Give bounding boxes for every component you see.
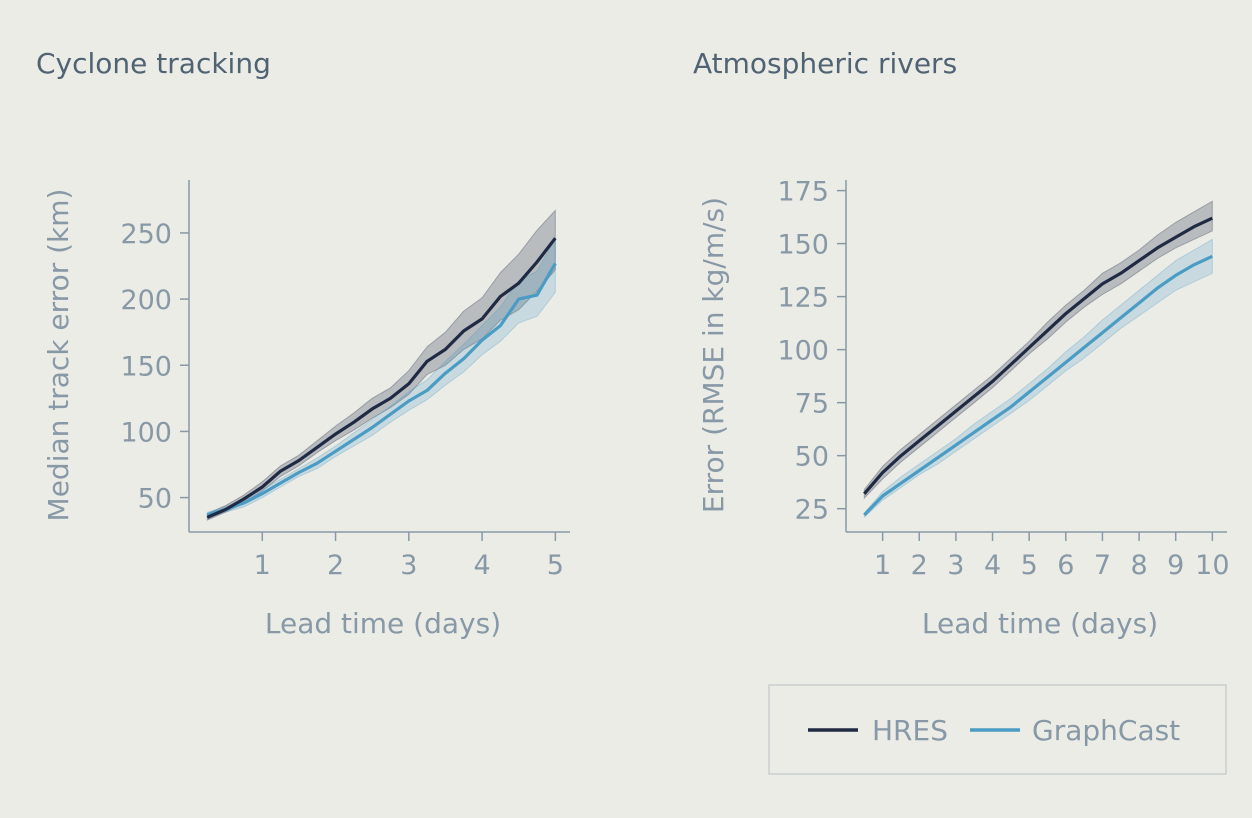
- atmospheric-x-tick-label: 1: [874, 550, 891, 581]
- cyclone-x-tick-label: 1: [254, 550, 271, 581]
- atmospheric-x-tick-label: 6: [1057, 550, 1074, 581]
- atmospheric-y-tick-label: 175: [777, 177, 829, 208]
- atmospheric-y-tick-label: 100: [777, 336, 829, 367]
- atmospheric-y-tick-label: 75: [795, 389, 829, 420]
- atmospheric-hres-line: [863, 216, 1213, 495]
- atmospheric-y-tick-label: 50: [795, 442, 829, 473]
- cyclone-y-tick-label: 50: [138, 484, 172, 515]
- atmospheric-x-tick-label: 10: [1195, 550, 1229, 581]
- cyclone-tracking-title: Cyclone tracking: [36, 47, 271, 80]
- cyclone-y-axis-label: Median track error (km): [42, 189, 75, 522]
- cyclone-x-tick-label: 3: [400, 550, 417, 581]
- atmospheric-y-tick-label: 150: [777, 230, 829, 261]
- atmospheric-x-tick-label: 3: [947, 550, 964, 581]
- cyclone-y-tick-label: 250: [120, 219, 172, 250]
- cyclone-tracking-panel: Cyclone tracking 1 2 3 4 5 50 100 150 200 250 Lea…: [36, 47, 570, 640]
- atmospheric-x-tick-label: 5: [1021, 550, 1038, 581]
- atmospheric-x-tick-label: 8: [1130, 550, 1147, 581]
- atmospheric-x-axis-label: Lead time (days): [922, 607, 1158, 640]
- legend-graphcast-label: GraphCast: [1032, 714, 1180, 747]
- atmospheric-x-tick-label: 7: [1094, 550, 1111, 581]
- atmospheric-rivers-panel: Atmospheric rivers 1 2 3 4 5 6 7 8 9 102550751001…: [693, 47, 1230, 640]
- cyclone-graphcast-line: [206, 262, 557, 517]
- cyclone-y-tick-label: 200: [120, 285, 172, 316]
- cyclone-x-axis-label: Lead time (days): [265, 607, 501, 640]
- cyclone-hres-band: [206, 209, 556, 521]
- legend-hres-label: HRES: [872, 714, 948, 747]
- cyclone-x-tick-label: 5: [547, 550, 564, 581]
- atmospheric-y-axis-label: Error (RMSE in kg/m/s): [697, 197, 730, 513]
- cyclone-x-tick-label: 2: [327, 550, 344, 581]
- atmospheric-rivers-title: Atmospheric rivers: [693, 47, 957, 80]
- atmospheric-x-tick-label: 4: [984, 550, 1001, 581]
- cyclone-x-tick-label: 4: [473, 550, 490, 581]
- atmospheric-graphcast-line: [863, 254, 1213, 517]
- cyclone-y-tick-label: 100: [120, 417, 172, 448]
- cyclone-plot-area: 1 2 3 4 5 50 100 150 200 250: [120, 180, 570, 581]
- cyclone-hres-line: [206, 237, 557, 519]
- atmospheric-hres-band: [863, 200, 1213, 500]
- atmospheric-x-tick-label: 9: [1167, 550, 1184, 581]
- atmospheric-plot-area: 1 2 3 4 5 6 7 8 9 10 25 50 75 100 125 150 175: [777, 177, 1229, 581]
- atmospheric-x-tick-label: 2: [911, 550, 928, 581]
- atmospheric-graphcast-band: [863, 238, 1213, 519]
- atmospheric-y-tick-label: 125: [777, 283, 829, 314]
- atmospheric-y-tick-label: 25: [795, 495, 829, 526]
- cyclone-y-tick-label: 150: [120, 351, 172, 382]
- cyclone-graphcast-band: [206, 237, 556, 519]
- legend: HRES GraphCast: [768, 684, 1227, 775]
